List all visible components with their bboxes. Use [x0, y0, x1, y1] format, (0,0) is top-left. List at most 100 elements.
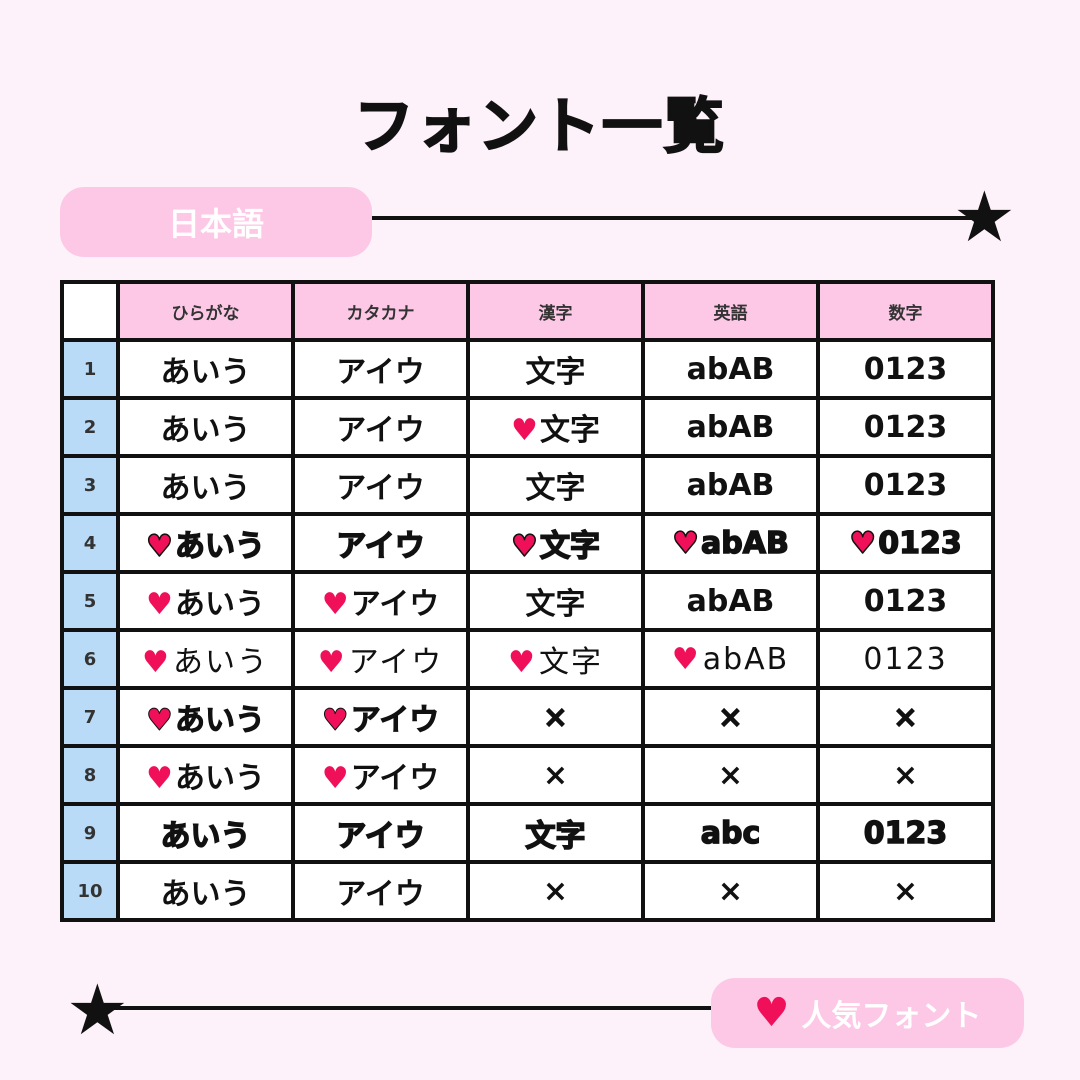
sample-text: 文字 — [525, 818, 587, 855]
table-row: 9 あいう アイウ 文字 abc 0123 — [60, 802, 995, 864]
unsupported-mark: × — [892, 873, 919, 909]
table-row: 1 あいう アイウ 文字 abAB 0123 — [60, 338, 995, 400]
heart-icon: ♥ — [508, 645, 537, 680]
row-number: 3 — [60, 454, 120, 516]
sample-text: 文字 — [525, 587, 586, 622]
font-sample-cell: あいう — [116, 860, 295, 922]
sample-text: アイウ — [336, 877, 425, 912]
sample-text: アイウ — [336, 471, 425, 506]
font-sample-cell: 文字 — [466, 454, 645, 516]
font-table: ひらがな カタカナ 漢字 英語 数字 1 あいう アイウ 文字 abAB 0123 2 あいう アイウ ♥… — [60, 280, 995, 922]
font-sample-cell: × — [641, 686, 820, 748]
font-sample-cell: abAB — [641, 396, 820, 458]
font-sample-cell: 文字 — [466, 570, 645, 632]
divider-line — [95, 1006, 715, 1010]
font-sample-cell: あいう — [116, 802, 295, 864]
star-icon: ★ — [66, 969, 129, 1051]
row-number: 9 — [60, 802, 120, 864]
font-sample-cell: ♥アイウ — [291, 570, 470, 632]
corner-cell — [60, 280, 120, 342]
sample-text: アイウ — [336, 413, 425, 448]
font-sample-cell: ♥0123 — [816, 512, 995, 574]
sample-text: 0123 — [863, 351, 948, 387]
heart-icon: ♥ — [142, 645, 171, 680]
sample-text: あいう — [174, 587, 265, 622]
sample-text: 文字 — [539, 528, 601, 565]
font-sample-cell: 文字 — [466, 338, 645, 400]
font-sample-cell: 0123 — [816, 802, 995, 864]
font-sample-cell: アイウ — [291, 512, 470, 574]
font-sample-cell: ♥あいう — [116, 744, 295, 806]
font-sample-cell: × — [816, 860, 995, 922]
heart-icon: ♥ — [146, 703, 174, 739]
font-sample-cell: アイウ — [291, 860, 470, 922]
font-sample-cell: ♥文字 — [466, 396, 645, 458]
row-number: 2 — [60, 396, 120, 458]
divider-line — [372, 216, 972, 220]
sample-text: あいう — [172, 645, 269, 680]
sample-text: あいう — [160, 355, 251, 390]
heart-icon: ♥ — [321, 761, 349, 796]
font-sample-cell: アイウ — [291, 802, 470, 864]
font-sample-cell: アイウ — [291, 454, 470, 516]
sample-text: 文字 — [538, 645, 603, 680]
font-sample-cell: 文字 — [466, 802, 645, 864]
heart-icon: ♥ — [145, 528, 173, 565]
legend-popular-font: ♥ 人気フォント — [711, 978, 1024, 1048]
unsupported-mark: × — [717, 699, 744, 735]
table-row: 6 ♥あいう ♥アイウ ♥文字 ♥abAB 0123 — [60, 628, 995, 690]
table-header-row: ひらがな カタカナ 漢字 英語 数字 — [60, 280, 995, 342]
heart-icon: ♥ — [321, 587, 349, 622]
column-header: 英語 — [641, 280, 820, 342]
sample-text: 0123 — [863, 583, 948, 619]
font-sample-cell: 0123 — [816, 338, 995, 400]
sample-text: あいう — [174, 761, 265, 796]
sample-text: アイウ — [350, 587, 440, 622]
table-row: 5 ♥あいう ♥アイウ 文字 abAB 0123 — [60, 570, 995, 632]
sample-text: あいう — [160, 818, 252, 855]
font-sample-cell: × — [466, 860, 645, 922]
row-number: 5 — [60, 570, 120, 632]
unsupported-mark: × — [717, 757, 744, 793]
row-number: 1 — [60, 338, 120, 400]
unsupported-mark: × — [892, 699, 919, 735]
font-sample-cell: × — [641, 860, 820, 922]
row-number: 10 — [60, 860, 120, 922]
table-row: 3 あいう アイウ 文字 abAB 0123 — [60, 454, 995, 516]
heart-icon: ♥ — [321, 703, 349, 739]
font-sample-cell: ♥アイウ — [291, 628, 470, 690]
sample-text: あいう — [160, 877, 251, 912]
heart-icon: ♥ — [511, 413, 538, 448]
sample-text: あいう — [174, 528, 266, 565]
heart-icon: ♥ — [146, 761, 173, 796]
table-row: 7 ♥あいう ♥アイウ × × × — [60, 686, 995, 748]
sample-text: アイウ — [336, 818, 426, 855]
heart-icon: ♥ — [753, 990, 790, 1036]
sample-text: 0123 — [863, 641, 948, 677]
sample-text: アイウ — [348, 645, 444, 680]
sample-text: abAB — [686, 351, 775, 387]
font-sample-cell: あいう — [116, 338, 295, 400]
font-sample-cell: ♥abAB — [641, 628, 820, 690]
star-icon: ★ — [953, 176, 1016, 258]
sample-text: abAB — [702, 641, 790, 677]
font-sample-cell: アイウ — [291, 396, 470, 458]
unsupported-mark: × — [892, 757, 919, 793]
heart-icon: ♥ — [510, 528, 538, 565]
unsupported-mark: × — [542, 699, 569, 735]
sample-text: 0123 — [863, 409, 948, 445]
sample-text: アイウ — [336, 528, 426, 565]
font-sample-cell: ♥あいう — [116, 570, 295, 632]
sample-text: アイウ — [336, 355, 425, 390]
heart-icon: ♥ — [317, 645, 347, 680]
font-sample-cell: 0123 — [816, 628, 995, 690]
row-number: 4 — [60, 512, 120, 574]
heart-icon: ♥ — [671, 641, 701, 677]
sample-text: 0123 — [877, 525, 962, 562]
heart-icon: ♥ — [146, 587, 173, 622]
row-number: 6 — [60, 628, 120, 690]
font-sample-cell: ♥文字 — [466, 512, 645, 574]
font-sample-cell: × — [641, 744, 820, 806]
table-row: 10 あいう アイウ × × × — [60, 860, 995, 922]
font-sample-cell: 0123 — [816, 454, 995, 516]
